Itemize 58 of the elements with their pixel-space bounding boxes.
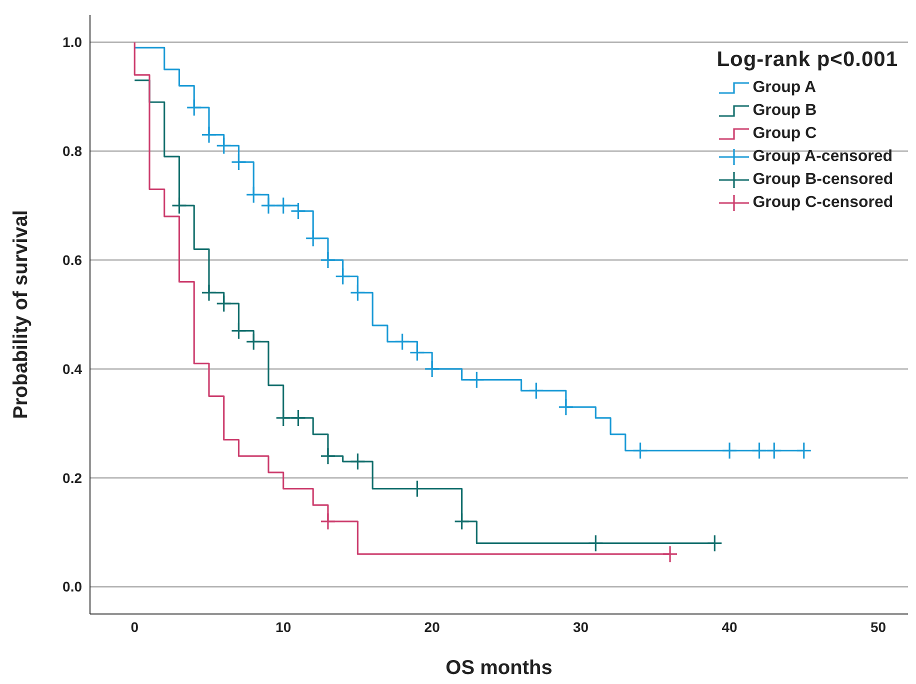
legend-label: Group A [752,78,816,96]
y-tick-label: 0.0 [62,578,82,595]
point [201,284,217,302]
point [751,442,768,460]
point [260,196,276,214]
point [290,202,306,220]
point [186,98,202,116]
point [662,545,678,563]
x-axis-title: OS months [446,657,552,679]
x-tick-label: 10 [276,618,292,635]
y-axis-title: Probability of survival [10,210,32,419]
point [276,196,292,214]
x-tick-label: 50 [870,618,886,635]
legend-label: Group A-censored [752,148,893,166]
y-tick-label: 0.2 [62,470,82,486]
y-tick-label: 0.6 [62,252,82,268]
point [230,153,247,171]
point [320,512,336,530]
legend-title: Log-rank p<0.001 [716,48,898,72]
point [558,398,574,416]
point [350,284,366,302]
point [230,322,247,340]
point [424,360,440,378]
point [454,512,470,530]
point [335,268,351,286]
y-tick-label: 0.8 [62,143,82,160]
y-tick-label: 1.0 [62,34,82,50]
point [766,442,782,460]
point [350,452,366,470]
legend-label: Group B-censored [752,170,894,188]
point [171,196,188,214]
point [528,382,544,400]
point [201,126,217,144]
point [320,447,336,465]
legend-label: Group C [752,124,817,142]
point [290,409,306,427]
x-tick-label: 20 [424,618,440,635]
legend-label: Group B [752,102,817,120]
point [796,442,812,460]
point [320,251,336,269]
point [276,409,292,427]
point [305,229,321,248]
x-tick-label: 30 [573,618,589,635]
point [216,136,232,154]
point [246,332,262,351]
point [588,534,604,552]
point [722,442,738,460]
point [632,442,648,460]
point [394,332,410,351]
legend-label: Group C-censored [752,194,894,212]
point [706,534,722,552]
point [216,294,232,312]
x-tick-label: 40 [722,618,738,635]
y-tick-label: 0.4 [62,360,82,377]
point [246,186,262,204]
point [468,371,484,389]
point [409,344,425,362]
x-tick-label: 0 [130,618,139,635]
